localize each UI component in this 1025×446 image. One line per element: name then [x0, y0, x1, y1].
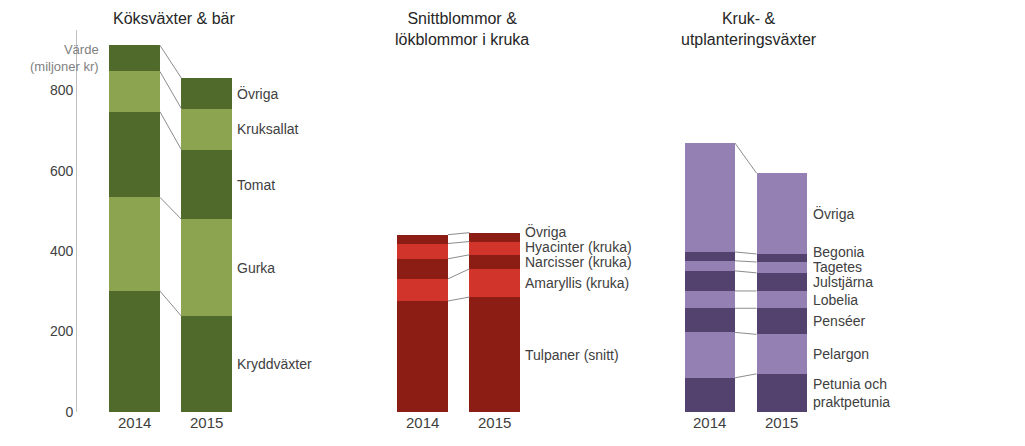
svg-text:2015: 2015: [765, 414, 798, 431]
svg-text:800: 800: [50, 82, 74, 98]
svg-text:Övriga: Övriga: [813, 205, 854, 222]
svg-text:Petunia ochpraktpetunia: Petunia ochpraktpetunia: [813, 376, 890, 410]
svg-text:Penséer: Penséer: [813, 313, 865, 329]
svg-text:Köksväxter & bär: Köksväxter & bär: [113, 10, 236, 27]
svg-text:Kruk- &utplanteringsväxter: Kruk- &utplanteringsväxter: [681, 10, 817, 48]
svg-text:Övriga: Övriga: [237, 85, 278, 102]
svg-text:Lobelia: Lobelia: [813, 292, 858, 308]
svg-text:Begonia: Begonia: [813, 244, 865, 260]
svg-text:Julstjärna: Julstjärna: [813, 274, 873, 290]
svg-text:2015: 2015: [478, 414, 511, 431]
svg-text:Amaryllis (kruka): Amaryllis (kruka): [525, 275, 629, 291]
svg-text:Tomat: Tomat: [237, 177, 275, 193]
svg-text:Pelargon: Pelargon: [813, 346, 869, 362]
svg-text:Kruksallat: Kruksallat: [237, 121, 299, 137]
svg-text:Gurka: Gurka: [237, 260, 275, 276]
svg-text:2014: 2014: [406, 414, 439, 431]
svg-text:400: 400: [50, 243, 74, 259]
svg-text:Tulpaner (snitt): Tulpaner (snitt): [525, 347, 619, 363]
svg-text:2015: 2015: [190, 414, 223, 431]
svg-text:Narcisser (kruka): Narcisser (kruka): [525, 254, 632, 270]
svg-text:Kryddväxter: Kryddväxter: [237, 356, 312, 372]
svg-text:2014: 2014: [693, 414, 726, 431]
svg-text:200: 200: [50, 323, 74, 339]
svg-text:0: 0: [65, 404, 73, 420]
svg-text:Tagetes: Tagetes: [813, 259, 862, 275]
svg-text:2014: 2014: [118, 414, 151, 431]
svg-text:Snittblommor &lökblommor i kru: Snittblommor &lökblommor i kruka: [395, 10, 529, 48]
svg-text:Hyacinter (kruka): Hyacinter (kruka): [525, 239, 632, 255]
svg-text:Övriga: Övriga: [525, 223, 566, 240]
svg-text:600: 600: [50, 163, 74, 179]
svg-text:Värde(miljoner kr): Värde(miljoner kr): [30, 42, 99, 74]
